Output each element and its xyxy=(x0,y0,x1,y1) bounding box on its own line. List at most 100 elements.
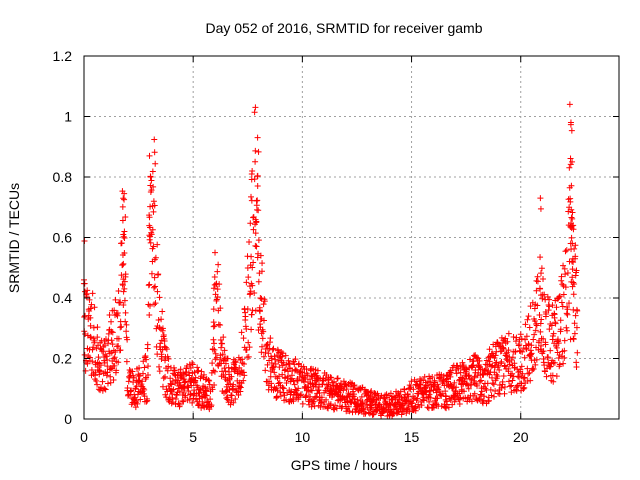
data-point xyxy=(520,375,527,382)
data-point xyxy=(143,356,150,363)
data-point xyxy=(563,310,570,317)
data-point xyxy=(249,282,256,289)
data-point xyxy=(259,260,266,267)
data-point xyxy=(180,370,187,377)
data-point xyxy=(551,359,558,366)
data-point xyxy=(217,305,224,312)
data-point xyxy=(120,301,127,308)
data-point xyxy=(417,386,424,393)
data-point xyxy=(505,330,512,337)
data-point xyxy=(146,222,153,229)
data-point xyxy=(573,324,580,331)
data-point xyxy=(97,362,104,369)
data-point xyxy=(526,369,533,376)
data-point xyxy=(81,280,88,287)
data-point xyxy=(97,387,104,394)
data-point xyxy=(388,396,395,403)
data-point xyxy=(522,321,529,328)
data-point xyxy=(206,377,213,384)
data-point xyxy=(569,209,576,216)
data-point xyxy=(560,262,567,269)
data-point xyxy=(214,286,221,293)
data-point xyxy=(498,385,505,392)
data-point xyxy=(476,395,483,402)
data-point xyxy=(94,363,101,370)
data-point xyxy=(216,281,223,288)
data-point xyxy=(358,393,365,400)
data-point xyxy=(251,289,258,296)
data-point xyxy=(262,367,269,374)
data-point xyxy=(540,348,547,355)
data-point xyxy=(290,398,297,405)
data-point xyxy=(537,254,544,261)
data-point xyxy=(542,341,549,348)
data-point xyxy=(151,301,158,308)
data-point xyxy=(181,385,188,392)
data-point xyxy=(81,288,88,295)
data-point xyxy=(170,386,177,393)
data-point xyxy=(249,264,256,271)
data-point xyxy=(567,119,574,126)
data-point xyxy=(476,357,483,364)
data-point xyxy=(456,400,463,407)
data-point xyxy=(561,354,568,361)
data-point xyxy=(146,281,153,288)
data-point xyxy=(134,400,141,407)
data-point xyxy=(308,403,315,410)
data-point xyxy=(297,392,304,399)
data-point xyxy=(221,347,228,354)
data-point xyxy=(273,385,280,392)
data-point xyxy=(508,357,515,364)
data-point xyxy=(481,393,488,400)
data-point xyxy=(568,258,575,265)
data-point xyxy=(120,260,127,267)
data-point xyxy=(280,385,287,392)
data-point xyxy=(519,370,526,377)
data-point xyxy=(136,364,143,371)
data-point xyxy=(256,307,263,314)
data-point xyxy=(212,249,219,256)
data-point xyxy=(564,270,571,277)
data-point xyxy=(129,368,136,375)
data-point xyxy=(264,361,271,368)
data-point xyxy=(249,307,256,314)
data-point xyxy=(226,387,233,394)
data-point xyxy=(538,265,545,272)
data-point xyxy=(120,288,127,295)
data-point xyxy=(318,400,325,407)
data-point xyxy=(108,337,115,344)
data-point xyxy=(282,352,289,359)
data-point xyxy=(526,324,533,331)
data-point xyxy=(195,367,202,374)
data-point xyxy=(110,377,117,384)
data-point xyxy=(188,382,195,389)
data-point xyxy=(453,384,460,391)
data-point xyxy=(123,321,130,328)
data-point xyxy=(453,370,460,377)
data-point xyxy=(150,198,157,205)
data-point xyxy=(245,274,252,281)
data-point xyxy=(145,282,152,289)
data-point xyxy=(403,397,410,404)
data-point xyxy=(243,346,250,353)
data-point xyxy=(232,359,239,366)
data-point xyxy=(533,356,540,363)
data-point xyxy=(327,401,334,408)
data-point xyxy=(559,303,566,310)
data-point xyxy=(568,182,575,189)
data-point xyxy=(561,347,568,354)
data-point xyxy=(267,335,274,342)
data-point xyxy=(549,302,556,309)
data-point xyxy=(228,392,235,399)
data-point xyxy=(314,376,321,383)
data-point xyxy=(89,290,96,297)
data-point xyxy=(88,301,95,308)
data-point xyxy=(257,294,264,301)
data-point xyxy=(257,252,264,259)
data-point xyxy=(258,268,265,275)
data-point xyxy=(263,342,270,349)
data-point xyxy=(533,287,540,294)
data-point xyxy=(152,300,159,307)
data-point xyxy=(285,361,292,368)
